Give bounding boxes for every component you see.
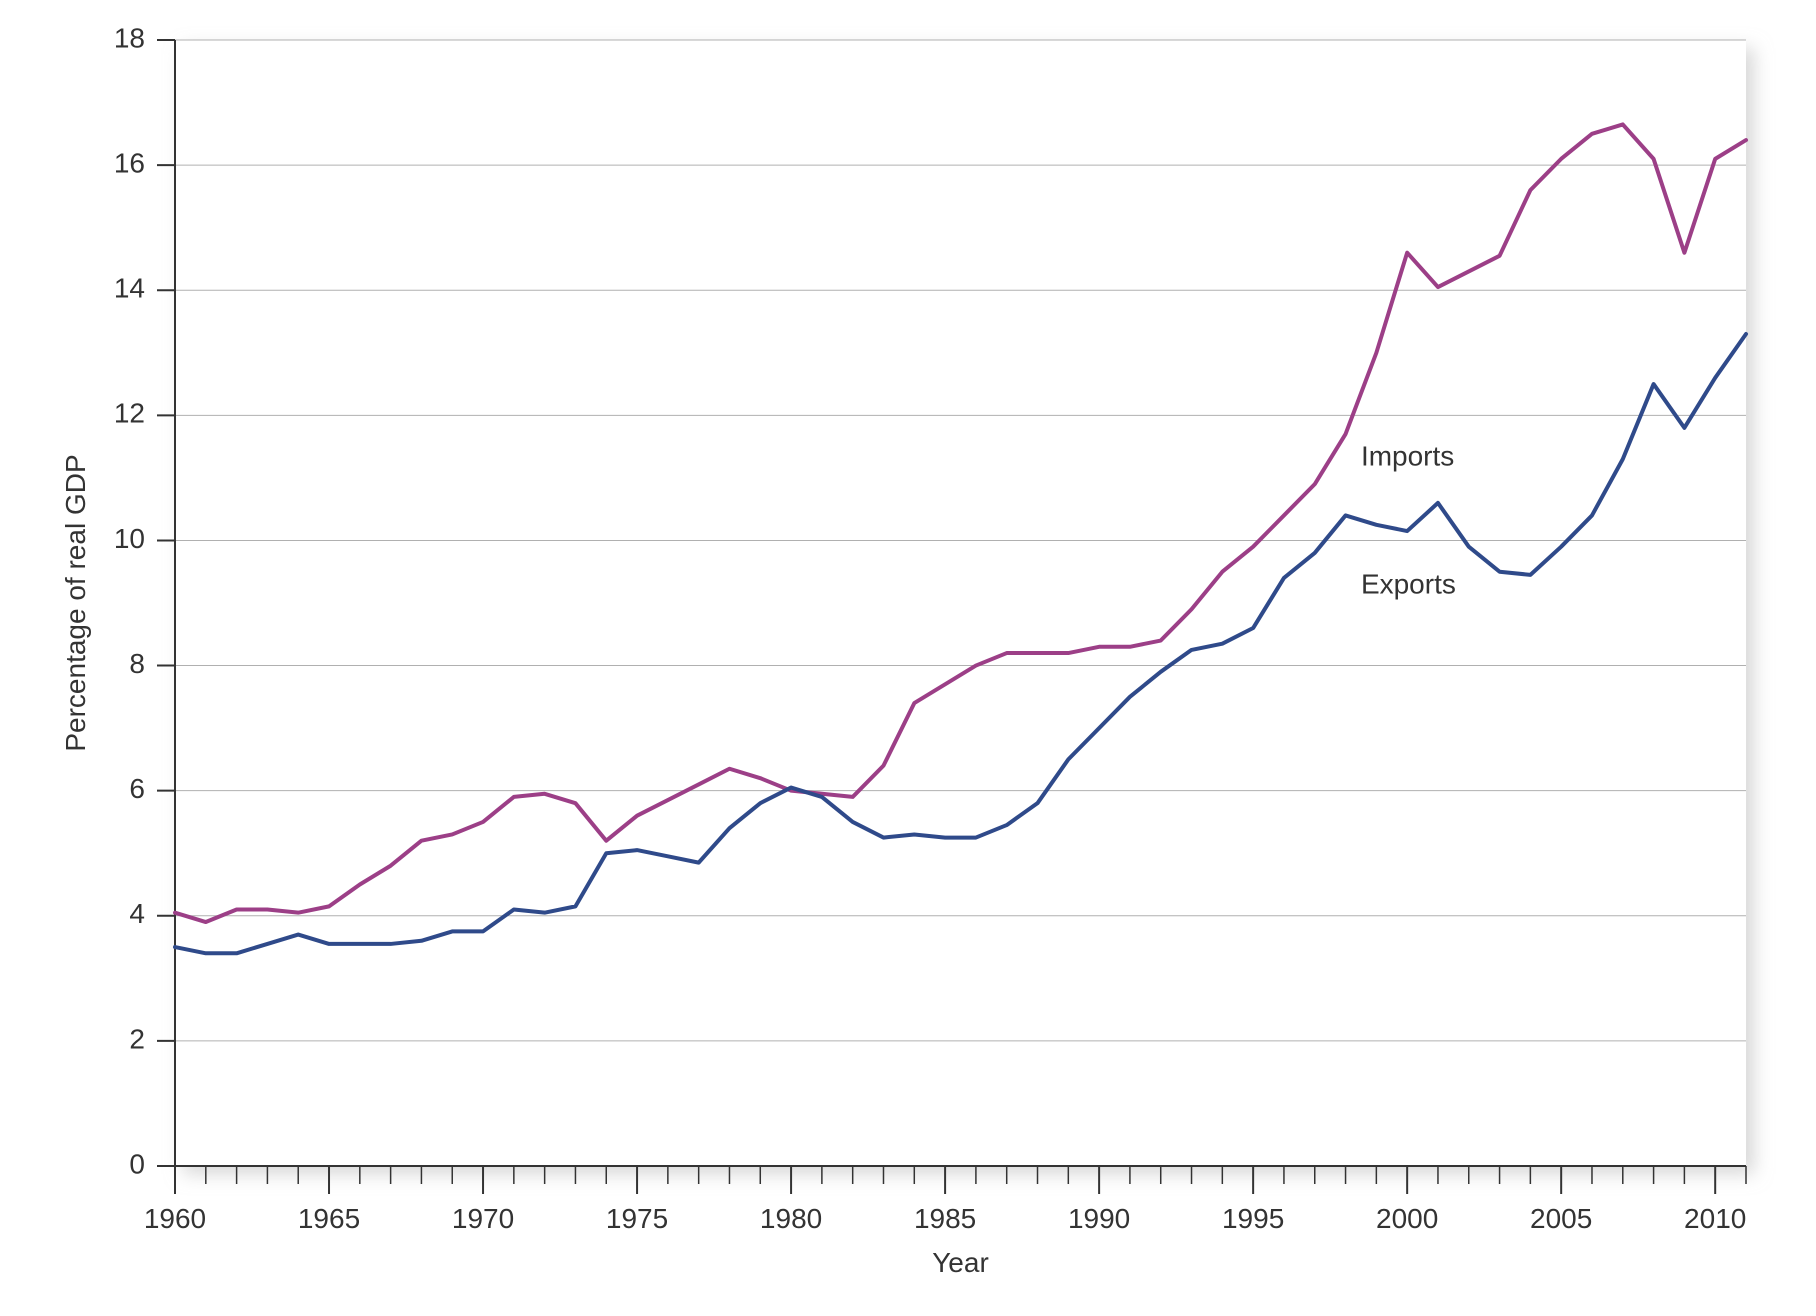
y-tick-label: 8 xyxy=(129,648,145,679)
y-tick-label: 14 xyxy=(114,273,145,304)
x-tick-label: 1975 xyxy=(606,1203,668,1234)
y-tick-label: 6 xyxy=(129,773,145,804)
y-tick-label: 12 xyxy=(114,398,145,429)
chart-svg: 0 2 4 6 8 10 12 14 16 18 1960 1965 1970 1975 1980 1985 1… xyxy=(0,0,1816,1316)
x-tick-label: 1995 xyxy=(1222,1203,1284,1234)
y-tick-label: 0 xyxy=(129,1148,145,1179)
x-tick-label: 2010 xyxy=(1684,1203,1746,1234)
y-tick-label: 2 xyxy=(129,1023,145,1054)
y-tick-label: 4 xyxy=(129,898,145,929)
y-tick-label: 10 xyxy=(114,523,145,554)
series-label-exports: Exports xyxy=(1361,569,1456,600)
x-tick-label: 1960 xyxy=(144,1203,206,1234)
y-axis-label: Percentage of real GDP xyxy=(60,454,91,751)
line-chart: 0 2 4 6 8 10 12 14 16 18 1960 1965 1970 1975 1980 1985 1… xyxy=(0,0,1816,1316)
x-tick-label: 1970 xyxy=(452,1203,514,1234)
x-tick-label: 2005 xyxy=(1530,1203,1592,1234)
x-tick-label: 1980 xyxy=(760,1203,822,1234)
x-tick-label: 2000 xyxy=(1376,1203,1438,1234)
x-tick-label: 1985 xyxy=(914,1203,976,1234)
x-axis-label: Year xyxy=(932,1247,989,1278)
series-label-imports: Imports xyxy=(1361,440,1454,471)
x-tick-label: 1965 xyxy=(298,1203,360,1234)
y-tick-label: 16 xyxy=(114,148,145,179)
x-tick-label: 1990 xyxy=(1068,1203,1130,1234)
y-tick-label: 18 xyxy=(114,22,145,53)
